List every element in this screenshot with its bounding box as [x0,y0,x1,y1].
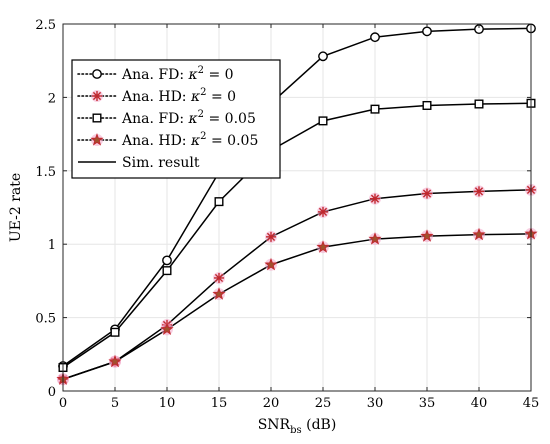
legend-marker [90,133,104,146]
marker-square [370,104,380,114]
y-tick-label: 0.5 [35,312,56,327]
marker-square [214,197,224,207]
x-tick-label: 20 [263,396,280,411]
data-point-series-4 [316,240,330,254]
legend-entry-1: Ana. FD: κ2 = 0 [77,65,234,83]
x-tick-label: 0 [59,396,67,411]
marker-square [422,100,432,110]
marker-square [162,266,172,276]
legend-label: Ana. FD: κ2 = 0 [121,65,234,83]
marker-circle [370,32,380,43]
data-point-series-3 [370,104,380,114]
data-point-series-4 [368,232,382,246]
marker-asterisk-stroke [422,189,432,198]
series-markers [56,23,538,386]
marker-asterisk-stroke [266,232,276,241]
legend-label: Ana. HD: κ2 = 0.05 [121,131,258,149]
data-point-series-4 [160,322,174,336]
series-lines [62,27,532,380]
y-tick-label: 2.5 [35,18,56,33]
data-point-series-3 [162,266,172,276]
data-point-series-3 [474,99,484,109]
y-tick-label: 2 [48,91,56,106]
plot-frame [62,23,532,392]
marker-asterisk-stroke [92,91,102,101]
marker-square [110,327,120,337]
data-point-series-4 [212,287,226,301]
data-point-series-4 [108,354,122,368]
marker-star [108,354,122,368]
marker-square [474,99,484,109]
legend-label: Ana. FD: κ2 = 0.05 [121,109,256,127]
data-point-series-3 [318,116,328,126]
series-line-2 [62,189,532,380]
marker-star [368,232,382,245]
data-point-series-3 [422,100,432,110]
legend-entry-2: Ana. HD: κ2 = 0 [77,87,236,105]
data-point-series-2 [265,230,277,243]
marker-star [90,133,104,146]
marker-star [472,227,486,241]
marker-circle [92,69,102,79]
data-point-series-2 [213,271,225,284]
data-point-series-3 [110,327,120,337]
y-axis-label: UE-2 rate [8,173,24,242]
legend-label: Sim. result [122,155,200,171]
y-tick-label: 1.5 [35,165,56,180]
x-axis-label: SNRbs (dB) [258,417,337,436]
data-point-series-1 [422,26,432,37]
legend-box [71,59,281,179]
legend-entry-5: Sim. result [78,155,200,171]
series-line-1 [62,27,532,367]
data-point-series-2 [421,187,433,200]
marker-star [160,322,174,335]
marker-asterisk-stroke [318,207,328,216]
x-tick-label: 25 [315,396,332,411]
marker-asterisk-stroke [214,273,224,283]
legend-marker [92,69,102,79]
marker-star [420,229,434,242]
x-tick-label: 40 [471,396,488,411]
data-point-series-4 [420,229,434,243]
x-tick-label: 30 [367,396,384,411]
marker-asterisk-stroke [370,194,380,203]
y-tick-label: 0 [48,385,56,400]
data-point-series-2 [317,205,329,218]
marker-star [316,240,330,253]
data-point-series-4 [472,227,486,241]
x-tick-label: 15 [211,396,228,411]
data-point-series-2 [473,185,485,198]
series-line-4 [62,233,532,380]
y-tick-label: 1 [48,238,56,253]
marker-circle [162,255,172,266]
x-tick-label: 35 [419,396,436,411]
marker-star [212,287,226,300]
legend-label: Ana. HD: κ2 = 0 [121,87,236,105]
legend-entry-3: Ana. FD: κ2 = 0.05 [77,109,256,127]
data-point-series-2 [369,192,381,205]
series-line-3 [62,102,532,369]
marker-star [264,257,278,271]
data-point-series-1 [318,51,328,62]
x-tick-label: 5 [111,396,119,411]
data-point-series-1 [370,32,380,43]
marker-square [92,113,102,123]
marker-asterisk-stroke [474,187,484,196]
axis-ticks: 0 5 10 15 20 25 30 35 40 45 0 0.5 1 1.5 2 2.5 [35,18,539,411]
marker-circle [318,51,328,62]
legend-marker [91,90,103,102]
x-tick-label: 45 [523,396,540,411]
legend-entry-4: Ana. HD: κ2 = 0.05 [77,131,258,149]
legend-marker [92,113,102,123]
data-point-series-1 [162,255,172,266]
data-point-series-4 [264,257,278,271]
legend: Ana. FD: κ2 = 0 Ana. HD: κ2 = 0 Ana. FD: κ… [71,59,281,179]
x-tick-label: 10 [159,396,176,411]
marker-circle [422,26,432,37]
marker-square [318,116,328,126]
data-point-series-3 [214,197,224,207]
